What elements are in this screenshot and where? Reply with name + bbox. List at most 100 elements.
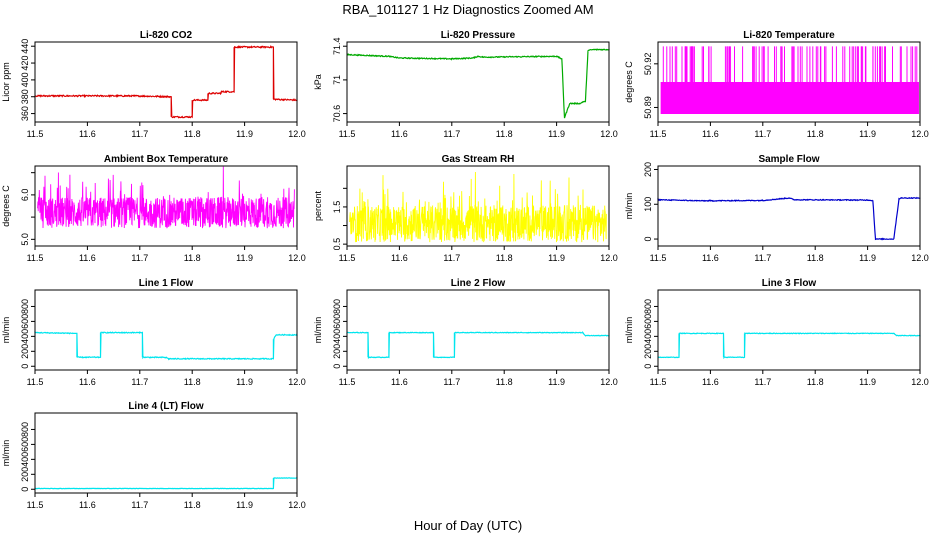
x-tick-label: 12.0 [288,253,306,263]
panel-title: Sample Flow [758,154,819,165]
y-tick-label: 440 [20,39,30,54]
plot-frame [346,41,610,123]
x-tick-label: 11.8 [807,129,824,139]
x-tick-label: 11.8 [807,253,824,263]
y-tick-label: 380 [20,89,30,104]
y-tick-label: 0 [332,364,342,369]
x-tick-label: 11.8 [496,253,513,263]
series-line [657,196,921,241]
x-tick-label: 11.9 [548,129,565,139]
x-tick-label: 11.5 [339,377,356,387]
x-tick-label: 11.6 [79,377,96,387]
y-tick-label: 200 [332,344,342,359]
x-tick-label: 11.5 [650,129,667,139]
x-tick-label: 11.8 [184,253,201,263]
plot-frame [657,165,921,247]
y-axis-label: Licor ppm [1,62,11,102]
x-tick-label: 11.6 [391,129,408,139]
x-tick-label: 11.5 [650,253,667,263]
x-tick-label: 11.5 [27,129,44,139]
y-axis-label: ml/min [624,317,634,344]
series-line [346,330,610,360]
x-tick-label: 12.0 [288,500,306,510]
x-tick-label: 11.7 [131,129,148,139]
x-tick-label: 11.6 [702,129,719,139]
x-tick-label: 11.8 [807,377,824,387]
x-tick-label: 11.5 [339,129,356,139]
panel-title: Line 1 Flow [139,278,194,289]
y-tick-label: 1.5 [332,201,342,214]
y-tick-label: 50.92 [643,53,653,76]
y-tick-label: 360 [20,106,30,121]
x-tick-label: 11.9 [236,500,253,510]
y-tick-label: 600 [643,314,653,329]
x-tick-label: 11.6 [702,253,719,263]
x-tick-label: 12.0 [911,253,929,263]
panel-title: Line 4 (LT) Flow [128,401,204,412]
y-axis-label: ml/min [1,317,11,344]
y-axis-label: ml/min [1,440,11,467]
x-tick-label: 12.0 [600,253,618,263]
x-tick-label: 11.8 [496,377,513,387]
x-tick-label: 12.0 [288,129,306,139]
x-tick-label: 11.9 [236,129,253,139]
panel-8: Line 3 Flow 11.5 11.6 11.7 11.8 11.9 12.0 0 2004… [624,278,929,387]
y-axis-label: degrees C [1,185,11,227]
x-tick-label: 11.6 [391,377,408,387]
x-tick-label: 11.8 [184,129,201,139]
y-tick-label: 6.0 [20,189,30,202]
x-tick-label: 11.6 [391,253,408,263]
x-tick-label: 11.8 [496,129,513,139]
y-tick-label: 71.4 [332,37,342,55]
plot-frame [346,165,610,247]
y-tick-label: 400 [20,452,30,467]
y-axis-label: percent [313,190,323,221]
y-axis-label: ml/min [624,193,634,220]
panel-title: Ambient Box Temperature [104,154,229,165]
x-tick-label: 11.9 [236,253,253,263]
x-tick-label: 11.9 [236,377,253,387]
plot-frame [346,289,610,371]
x-tick-label: 12.0 [288,377,306,387]
y-tick-label: 200 [643,344,653,359]
x-tick-label: 11.9 [859,129,876,139]
series-line [34,477,298,490]
series-line [346,48,610,119]
y-tick-label: 71 [332,75,342,85]
x-tick-label: 11.5 [27,253,44,263]
y-tick-label: 200 [20,467,30,482]
x-tick-label: 11.6 [79,129,96,139]
series-band [660,82,919,114]
x-tick-label: 11.6 [79,253,96,263]
y-tick-label: 50.89 [643,96,653,119]
y-axis-label: ml/min [313,317,323,344]
series-line [34,331,298,361]
y-tick-label: 100 [643,197,653,212]
panel-6: Line 1 Flow 11.5 11.6 11.7 11.8 11.9 12.0 0 2004… [1,278,306,387]
y-tick-label: 0.5 [332,238,342,251]
panel-title: Li-820 Pressure [441,30,516,41]
y-tick-label: 200 [643,162,653,177]
panel-title: Li-820 CO2 [140,30,193,41]
x-tick-label: 11.9 [548,377,565,387]
plot-frame [657,289,921,371]
plot-frame [657,41,921,123]
x-tick-label: 12.0 [600,129,618,139]
panel-3: Ambient Box Temperature 11.5 11.6 11.7 11.8 1… [1,154,306,263]
y-tick-label: 5.0 [20,233,30,246]
panel-title: Li-820 Temperature [743,30,835,41]
x-tick-label: 11.7 [754,253,771,263]
series-line [34,45,298,119]
panels-group: Li-820 CO2 11.5 11.6 11.7 11.8 11.9 12.0 360 380… [1,30,929,510]
x-tick-label: 11.7 [443,377,460,387]
x-tick-label: 11.8 [184,377,201,387]
x-tick-label: 11.7 [131,377,148,387]
panel-0: Li-820 CO2 11.5 11.6 11.7 11.8 11.9 12.0 360 380… [1,30,306,139]
y-tick-label: 70.6 [332,105,342,123]
x-tick-label: 11.7 [754,129,771,139]
series-line [349,171,607,243]
y-tick-label: 0 [643,237,653,242]
series-line [657,332,921,360]
y-tick-label: 0 [643,364,653,369]
